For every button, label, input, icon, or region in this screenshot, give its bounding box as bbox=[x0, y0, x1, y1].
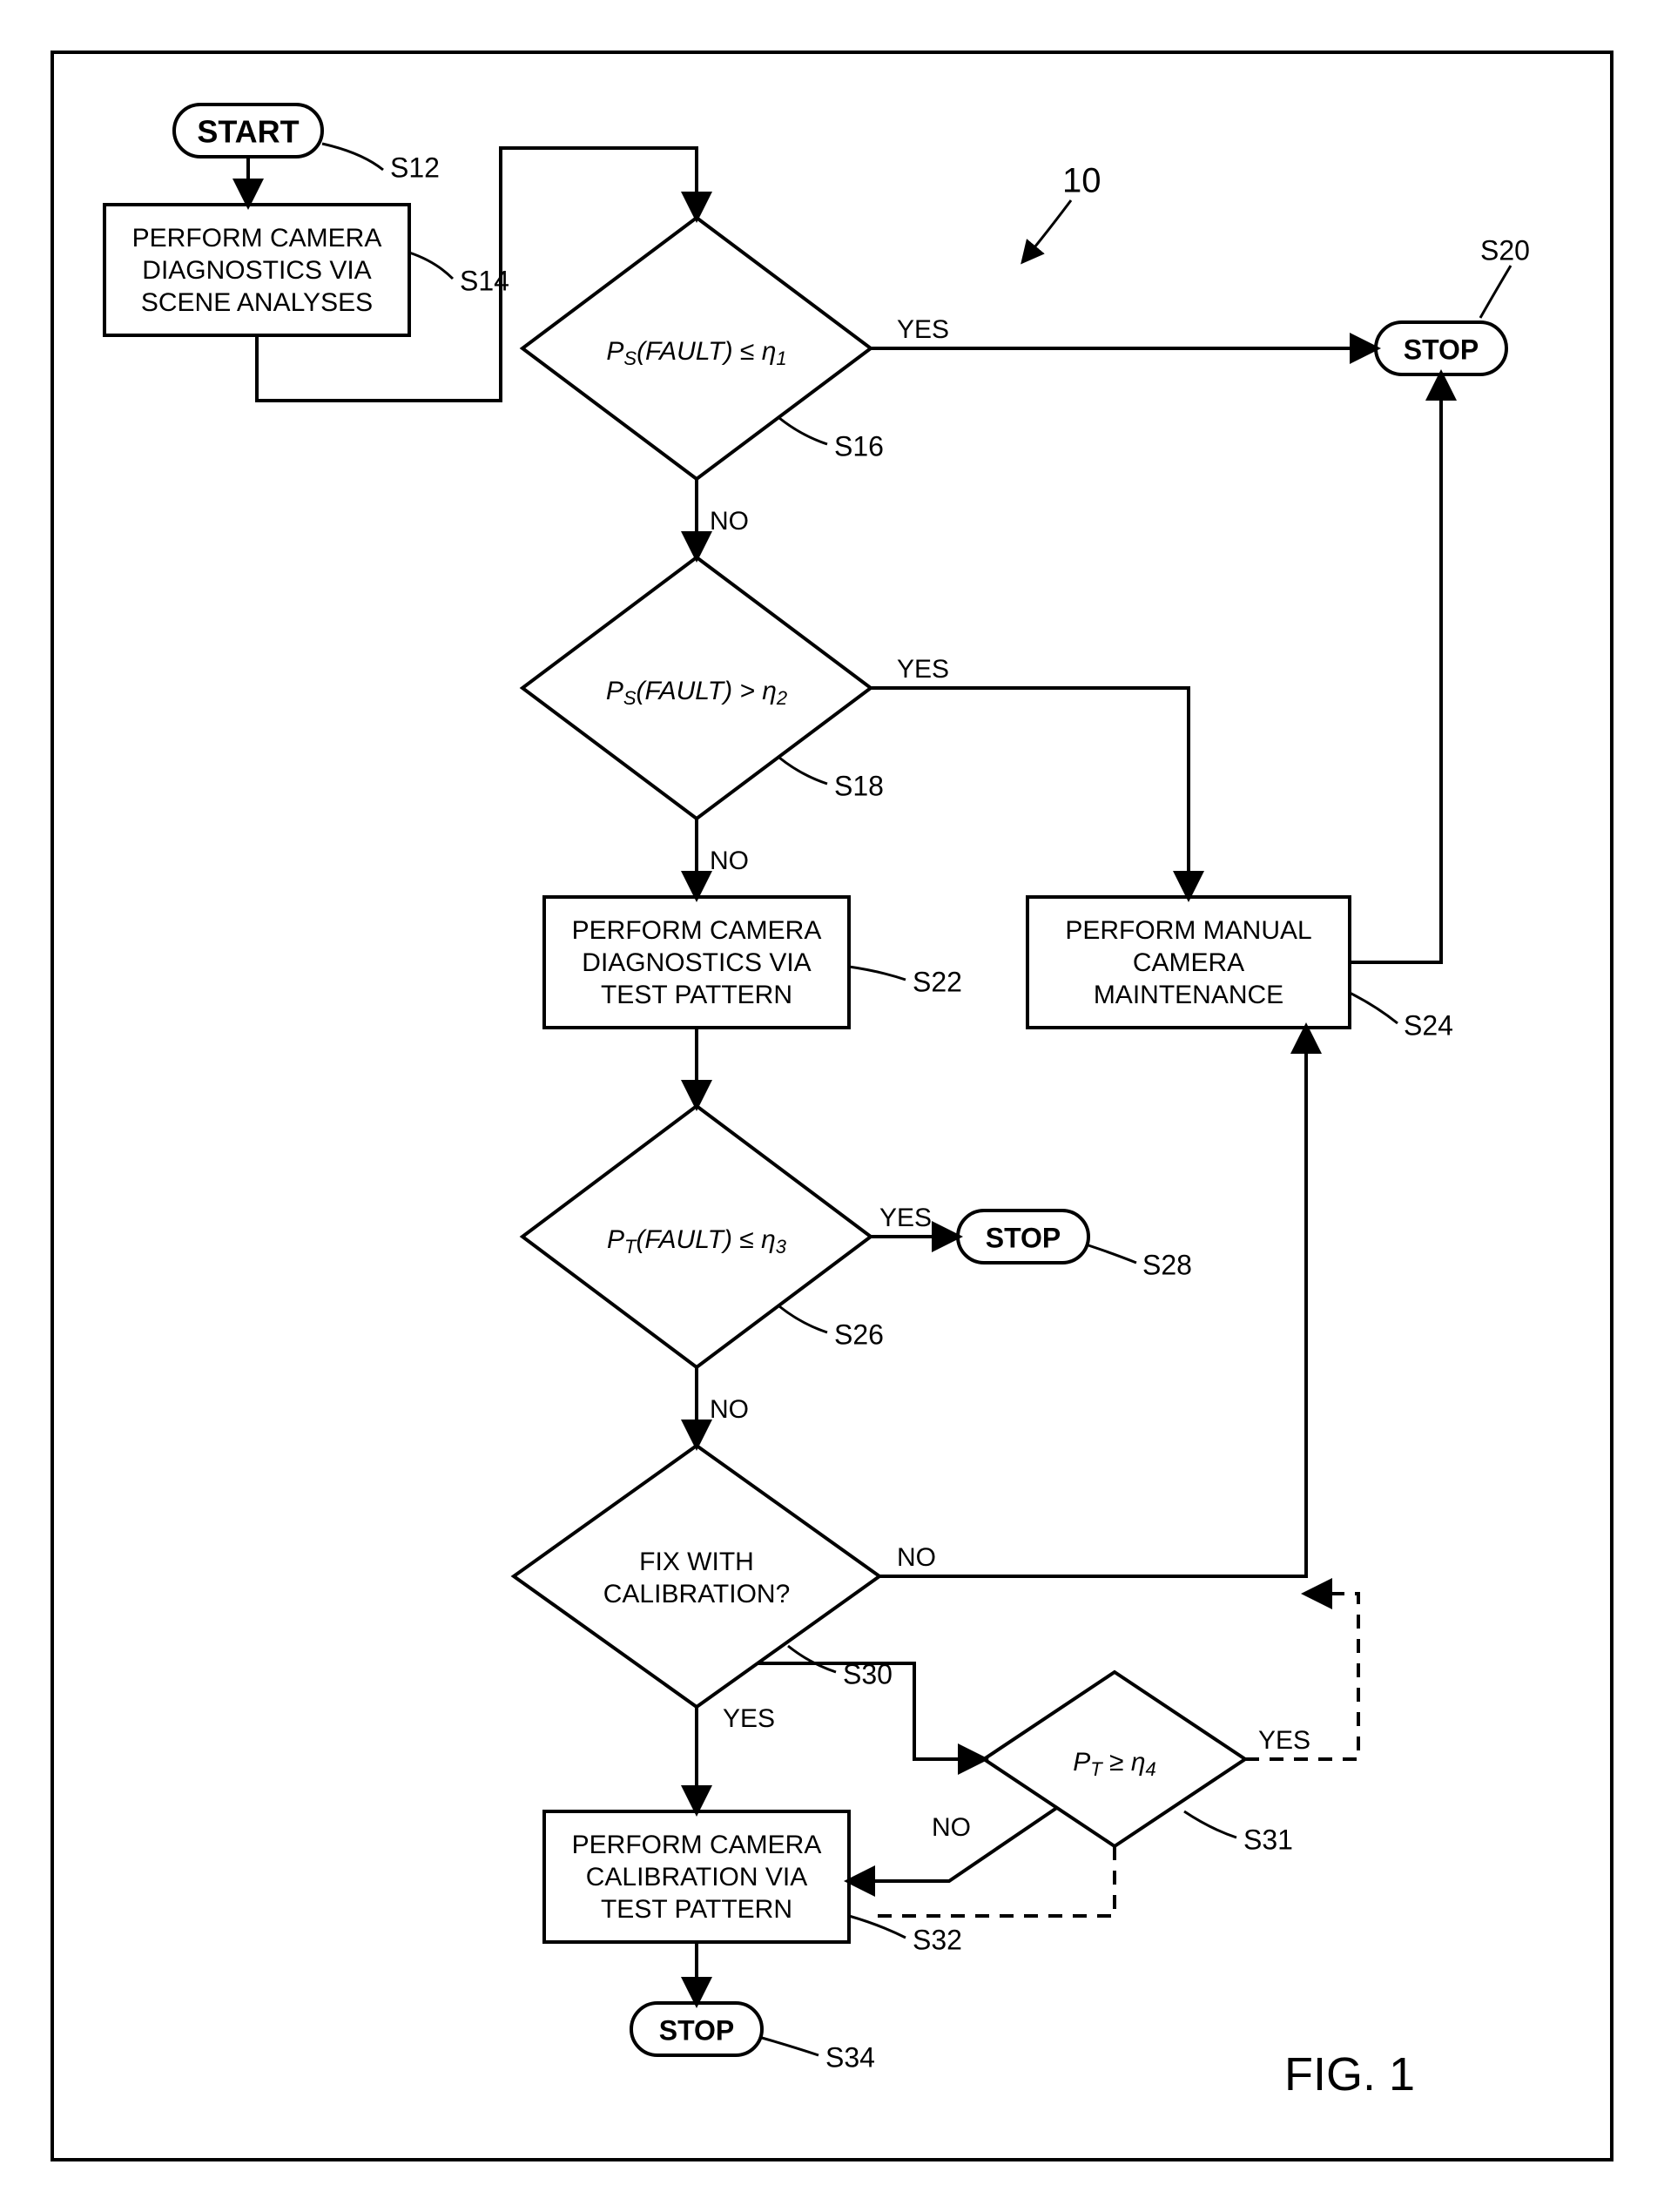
tag-s18: S18 bbox=[834, 770, 884, 801]
s24-line2: CAMERA bbox=[1133, 948, 1244, 977]
node-start: START bbox=[174, 105, 322, 157]
s30-yes: YES bbox=[723, 1704, 775, 1733]
leader-s14 bbox=[409, 253, 453, 279]
s24-line1: PERFORM MANUAL bbox=[1065, 916, 1311, 945]
s26-no: NO bbox=[710, 1395, 749, 1424]
node-s24: PERFORM MANUAL CAMERA MAINTENANCE bbox=[1027, 897, 1350, 1028]
leader-s16 bbox=[779, 418, 827, 444]
s24-line3: MAINTENANCE bbox=[1094, 981, 1283, 1009]
s32-line3: TEST PATTERN bbox=[601, 1895, 792, 1924]
node-s31: PT ≥ η4 bbox=[984, 1672, 1245, 1846]
s16-no: NO bbox=[710, 507, 749, 536]
s32-line1: PERFORM CAMERA bbox=[572, 1831, 822, 1859]
node-s32: PERFORM CAMERA CALIBRATION VIA TEST PATT… bbox=[544, 1811, 849, 1942]
ref-10-arrow bbox=[1023, 200, 1071, 261]
s32-line2: CALIBRATION VIA bbox=[586, 1863, 808, 1892]
leader-s20 bbox=[1480, 266, 1511, 318]
leader-s34 bbox=[762, 2038, 819, 2055]
s14-line2: DIAGNOSTICS VIA bbox=[142, 256, 371, 285]
leader-s24 bbox=[1350, 993, 1398, 1023]
tag-s28: S28 bbox=[1142, 1249, 1192, 1280]
leader-s28 bbox=[1088, 1245, 1136, 1263]
node-stop-s34: STOP bbox=[631, 2003, 762, 2055]
tag-s31: S31 bbox=[1243, 1824, 1293, 1855]
edges: YES NO YES NO YES NO NO YES YES NO bbox=[248, 148, 1441, 2003]
s22-line2: DIAGNOSTICS VIA bbox=[582, 948, 811, 977]
s14-line3: SCENE ANALYSES bbox=[141, 288, 373, 317]
ref-10: 10 bbox=[1062, 162, 1101, 200]
s30-line1: FIX WITH bbox=[639, 1548, 754, 1576]
leader-s22 bbox=[849, 967, 906, 980]
stop34-label: STOP bbox=[659, 2014, 735, 2046]
tag-s32: S32 bbox=[913, 1924, 962, 1955]
s22-line1: PERFORM CAMERA bbox=[572, 916, 822, 945]
leader-s31 bbox=[1184, 1811, 1236, 1838]
node-stop-s28: STOP bbox=[958, 1211, 1088, 1263]
s31-expr: PT ≥ η4 bbox=[1073, 1748, 1156, 1780]
leader-s26 bbox=[779, 1306, 827, 1332]
stop20-label: STOP bbox=[1404, 334, 1479, 365]
leader-s32 bbox=[849, 1916, 906, 1938]
node-s14: PERFORM CAMERA DIAGNOSTICS VIA SCENE ANA… bbox=[104, 205, 409, 335]
s26-yes: YES bbox=[879, 1204, 932, 1232]
tag-s34: S34 bbox=[825, 2041, 875, 2073]
tag-s24: S24 bbox=[1404, 1009, 1453, 1041]
s18-no: NO bbox=[710, 846, 749, 875]
s30-no: NO bbox=[897, 1543, 936, 1572]
leader-s30 bbox=[788, 1646, 836, 1672]
leader-s18 bbox=[779, 758, 827, 784]
leader-s12 bbox=[322, 144, 383, 170]
s30-line2: CALIBRATION? bbox=[603, 1580, 791, 1608]
tag-s22: S22 bbox=[913, 966, 962, 997]
start-label: START bbox=[197, 114, 299, 150]
node-stop-s20: STOP bbox=[1376, 322, 1506, 374]
flowchart-figure: START S12 PERFORM CAMERA DIAGNOSTICS VIA… bbox=[0, 0, 1664, 2212]
figure-title: FIG. 1 bbox=[1284, 2048, 1415, 2101]
stop28-label: STOP bbox=[986, 1222, 1061, 1253]
tag-s20: S20 bbox=[1480, 234, 1530, 266]
s31-yes: YES bbox=[1258, 1726, 1310, 1755]
s18-yes: YES bbox=[897, 655, 949, 684]
s31-no: NO bbox=[932, 1813, 971, 1842]
s16-yes: YES bbox=[897, 315, 949, 344]
tag-s16: S16 bbox=[834, 430, 884, 462]
s22-line3: TEST PATTERN bbox=[601, 981, 792, 1009]
s14-line1: PERFORM CAMERA bbox=[132, 224, 382, 253]
tag-s26: S26 bbox=[834, 1318, 884, 1350]
node-s22: PERFORM CAMERA DIAGNOSTICS VIA TEST PATT… bbox=[544, 897, 849, 1028]
tag-s12: S12 bbox=[390, 152, 440, 183]
